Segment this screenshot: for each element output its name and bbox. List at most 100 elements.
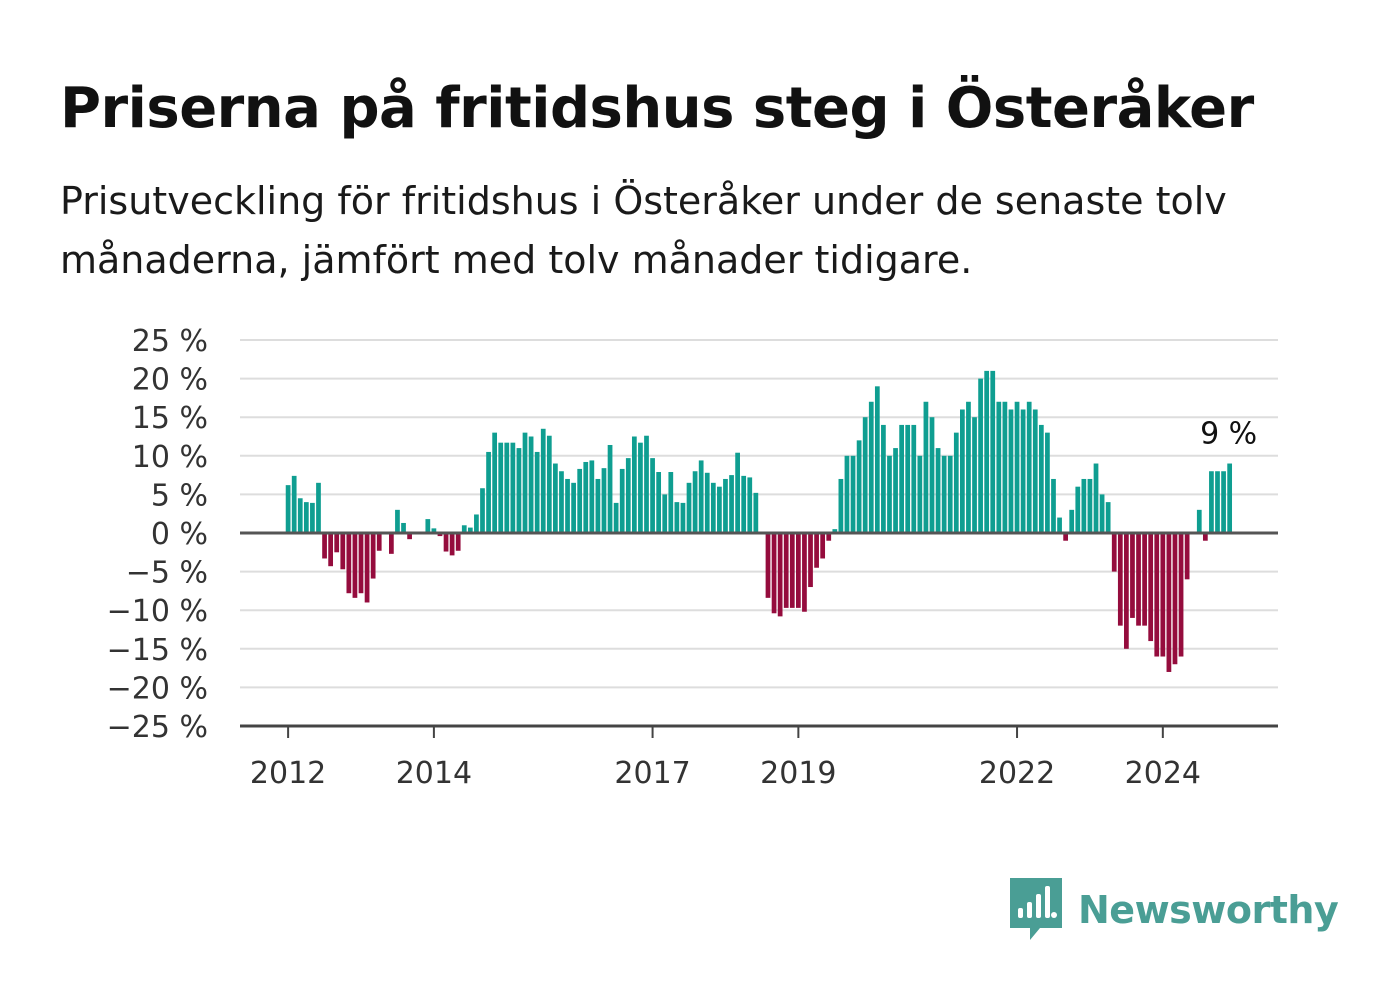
bar	[832, 529, 838, 533]
bar	[692, 471, 698, 533]
bar	[631, 436, 637, 533]
bar	[625, 458, 631, 533]
bar	[826, 533, 832, 541]
bar	[449, 533, 455, 556]
bar	[1124, 533, 1129, 649]
bar	[322, 533, 327, 559]
bar	[316, 482, 321, 533]
y-axis-labels: 25 % 20 %15 % 10 %5 % 0 % −5 %−10 % −15 %−20 …	[107, 324, 208, 745]
bar	[820, 533, 826, 559]
bar	[540, 428, 546, 533]
bar	[795, 533, 801, 608]
bar	[686, 482, 692, 533]
bar	[1105, 502, 1111, 533]
bar	[650, 458, 655, 533]
bar	[1038, 424, 1044, 533]
bar	[619, 468, 625, 533]
bar	[862, 417, 868, 533]
y-tick-label: 10 %	[132, 440, 208, 475]
bar	[401, 522, 406, 533]
bar	[808, 533, 813, 588]
x-tick-label: 2017	[614, 756, 690, 791]
bar	[893, 448, 898, 533]
bar	[1202, 533, 1208, 541]
bar	[328, 533, 333, 567]
bar	[565, 478, 570, 533]
bar	[1184, 533, 1190, 580]
x-tick-label: 2019	[760, 756, 836, 791]
bar	[850, 455, 856, 533]
bar	[1148, 533, 1154, 642]
bar	[425, 519, 431, 533]
bar	[310, 502, 315, 533]
bar	[710, 482, 716, 533]
y-tick-label: −10 %	[107, 594, 208, 629]
bar	[935, 448, 941, 533]
bar	[1160, 533, 1166, 657]
bar	[844, 455, 850, 533]
bar	[1002, 401, 1008, 533]
bar	[698, 460, 704, 533]
bar	[802, 533, 807, 612]
gridlines	[240, 339, 1278, 689]
bar	[856, 440, 862, 533]
bar	[504, 442, 510, 533]
bar	[1215, 471, 1220, 533]
bar	[662, 494, 668, 533]
bar	[1020, 409, 1026, 533]
bar	[868, 401, 874, 533]
bar	[704, 472, 710, 533]
bar	[1227, 463, 1233, 533]
bar	[437, 533, 443, 537]
bar	[577, 468, 583, 533]
bar	[461, 525, 467, 533]
bar	[929, 417, 935, 533]
chart-title: Priserna på fritidshus steg i Österåker	[60, 76, 1254, 141]
bar	[522, 432, 528, 533]
bar	[1051, 478, 1056, 533]
y-tick-label: 20 %	[132, 363, 208, 398]
bar	[334, 533, 340, 553]
bar	[1032, 409, 1038, 533]
bar	[516, 448, 522, 533]
bar	[1142, 533, 1147, 626]
bar	[352, 533, 358, 598]
y-tick-label: 0 %	[151, 517, 208, 552]
bar	[1111, 533, 1117, 572]
bar	[291, 475, 297, 533]
bar	[607, 444, 613, 533]
bar	[984, 370, 990, 533]
axes	[240, 531, 1278, 738]
bar	[285, 485, 291, 533]
bar	[1087, 478, 1093, 533]
bar	[753, 492, 759, 533]
y-tick-label: 5 %	[151, 478, 208, 513]
y-tick-label: −15 %	[107, 633, 208, 668]
bar	[917, 455, 923, 533]
bar	[528, 436, 534, 533]
y-tick-label: 15 %	[132, 401, 208, 436]
bar	[571, 482, 576, 533]
bar	[340, 533, 346, 570]
bar	[346, 533, 352, 594]
brand: Newsworthy	[1010, 878, 1339, 942]
y-tick-label: −5 %	[126, 556, 208, 591]
bar	[443, 533, 449, 552]
bar	[656, 472, 662, 533]
bar	[717, 486, 722, 533]
bar	[1008, 409, 1014, 533]
bar	[947, 455, 953, 533]
bar	[765, 533, 771, 598]
x-tick-label: 2022	[979, 756, 1055, 791]
bar	[1209, 471, 1214, 533]
x-tick-label: 2014	[396, 756, 472, 791]
bar	[613, 502, 619, 533]
bar	[966, 401, 971, 533]
bar	[467, 527, 473, 533]
bar	[1026, 401, 1032, 533]
bar	[1081, 478, 1087, 533]
bar	[297, 498, 303, 533]
bar	[1154, 533, 1160, 657]
bar	[376, 533, 382, 551]
